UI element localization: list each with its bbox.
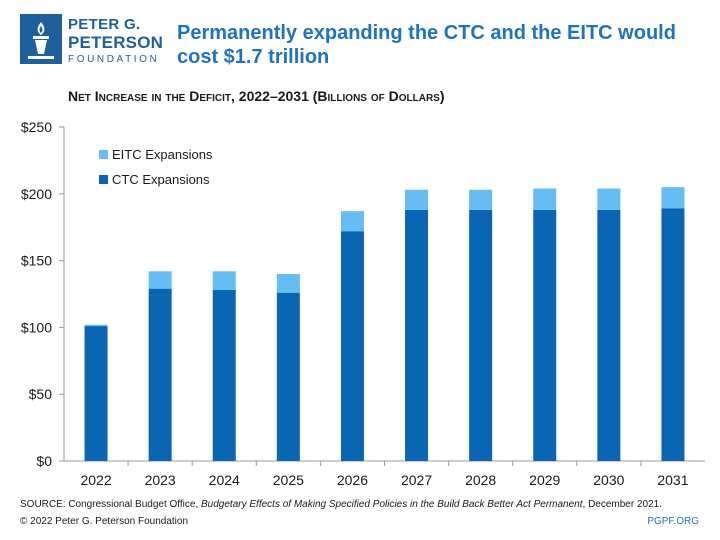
eitc-bar	[212, 271, 236, 290]
legend-label: EITC Expansions	[112, 147, 213, 162]
y-tick-label: $50	[29, 386, 53, 402]
y-tick-label: $200	[21, 186, 52, 202]
headline: Permanently expanding the CTC and the EI…	[177, 22, 676, 68]
x-tick-label: 2028	[465, 472, 496, 488]
eitc-bar	[469, 189, 493, 210]
chart-title: Net Increase in the Deficit, 2022–2031 (…	[68, 88, 445, 104]
site-link[interactable]: PGPF.ORG	[647, 516, 699, 527]
eitc-bar	[597, 188, 621, 210]
source-prefix: SOURCE: Congressional Budget Office,	[20, 499, 202, 510]
legend-swatch	[99, 150, 108, 159]
eitc-bar	[276, 273, 300, 293]
y-tick-label: $0	[36, 453, 52, 469]
ctc-bar	[84, 326, 108, 461]
brand-name-line1: PETER G.	[68, 16, 141, 33]
x-tick-label: 2026	[337, 472, 368, 488]
ctc-bar	[469, 209, 493, 461]
x-tick-label: 2025	[273, 472, 304, 488]
source-suffix: , December 2021.	[582, 499, 663, 510]
brand-name-line2: PETERSON	[68, 33, 164, 52]
eitc-bar	[84, 324, 108, 327]
x-tick-label: 2024	[209, 472, 240, 488]
y-tick-label: $150	[21, 253, 52, 269]
ctc-bar	[276, 292, 300, 461]
ctc-bar	[597, 209, 621, 461]
y-tick-label: $250	[21, 119, 52, 135]
stacked-bar-chart: $0 $50 $100 $150 $200 $250 2022 2023 2024 2025 202…	[21, 119, 705, 488]
source-title: Budgetary Effects of Making Specified Po…	[201, 499, 583, 510]
x-tick-label: 2031	[657, 472, 688, 488]
y-tick-label: $100	[21, 319, 52, 335]
ctc-bar	[212, 289, 236, 461]
legend-label: CTC Expansions	[112, 172, 210, 187]
brand-logo: PETER G. PETERSON FOUNDATION	[20, 14, 164, 68]
ctc-bar	[661, 208, 685, 461]
x-tick-label: 2023	[145, 472, 176, 488]
eitc-bar	[661, 187, 685, 209]
x-tick-label: 2027	[401, 472, 432, 488]
ctc-bar	[405, 209, 429, 461]
source-note: SOURCE: Congressional Budget Office, Bud…	[20, 499, 710, 510]
x-tick-label: 2022	[80, 472, 111, 488]
eitc-bar	[405, 189, 429, 210]
eitc-bar	[148, 271, 172, 289]
x-tick-label: 2030	[593, 472, 624, 488]
brand-name-line3: FOUNDATION	[68, 54, 160, 65]
x-tick-label: 2029	[529, 472, 560, 488]
copyright: © 2022 Peter G. Peterson Foundation	[20, 516, 189, 527]
ctc-bar	[148, 288, 172, 461]
legend-swatch	[99, 175, 108, 184]
ctc-bar	[340, 231, 364, 461]
ctc-bar	[533, 209, 557, 461]
torch-icon	[20, 14, 62, 64]
eitc-bar	[340, 211, 364, 232]
eitc-bar	[533, 188, 557, 210]
